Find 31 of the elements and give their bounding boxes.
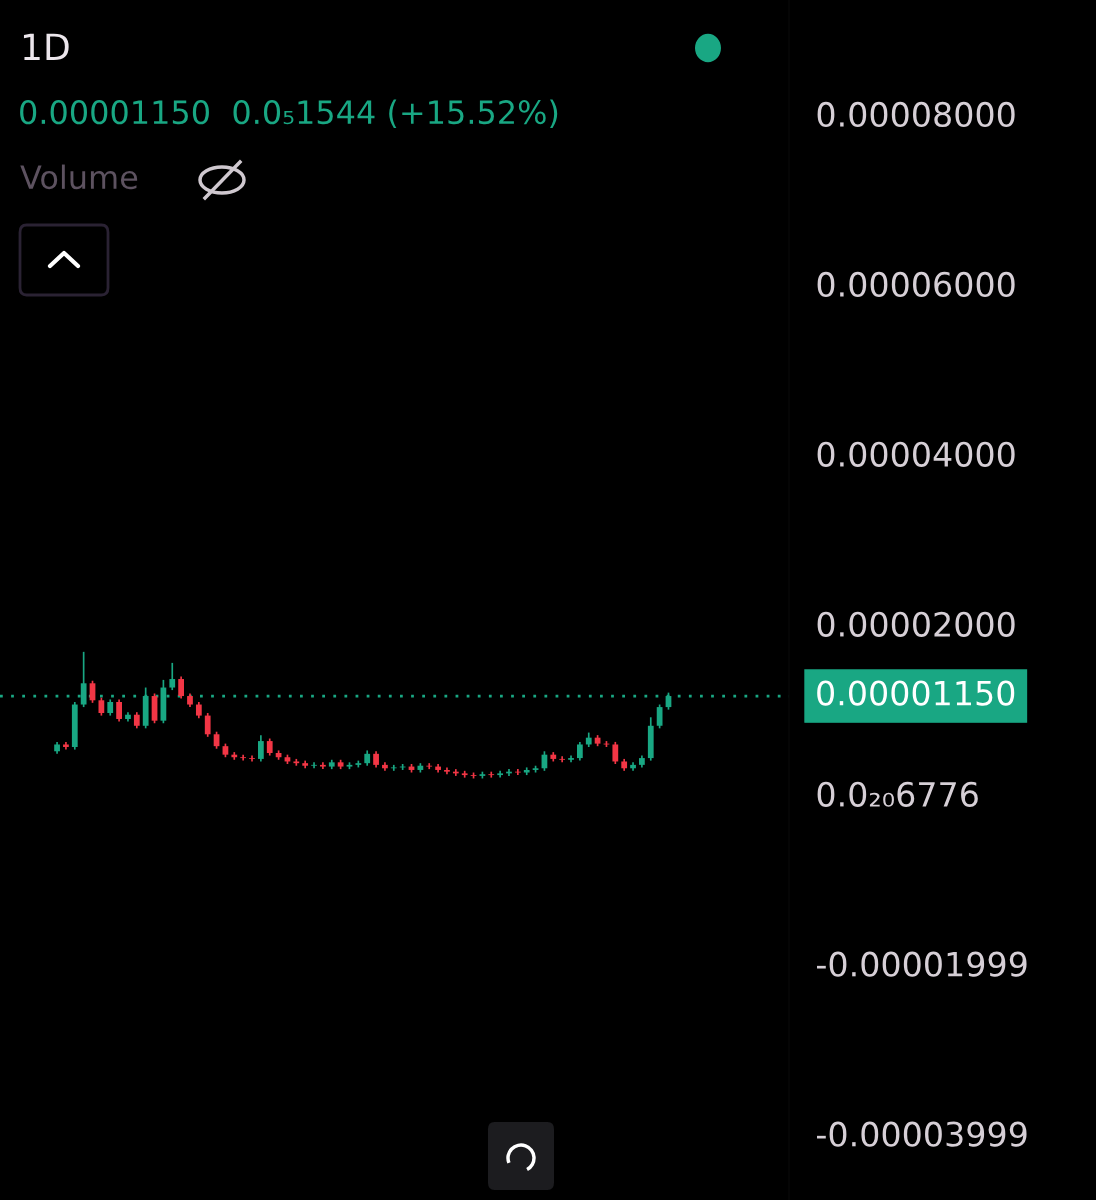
y-tick-label: -0.00003999 (817, 1121, 1027, 1147)
candlestick (204, 712, 211, 738)
candlestick (461, 769, 468, 779)
candlestick (577, 741, 583, 762)
y-tick-label: 0.00004000 (817, 441, 1015, 467)
candlestick (320, 761, 326, 770)
candlestick (169, 662, 176, 691)
y-tick-label: 0.00008000 (817, 101, 1015, 128)
candlestick (390, 764, 397, 772)
annotation: 0.00001150 0.0₅1544 (+15.52%) (20, 99, 558, 129)
candlestick (240, 753, 247, 762)
candlestick (444, 766, 450, 776)
candlestick (488, 770, 495, 779)
annotation: Volume (20, 164, 138, 190)
y-tick-label: 0.00006000 (817, 271, 1015, 297)
text: 1D (23, 33, 69, 60)
y-tick-label: -0.00001999 (817, 951, 1027, 977)
candlestick (656, 703, 663, 730)
candlestick (497, 769, 504, 779)
y-tick-label: 0.0₂₀6776 (817, 781, 978, 807)
candlestick (426, 762, 433, 770)
candlestick (559, 755, 566, 764)
candlestick (178, 675, 184, 700)
ref-line-label: 0.00001150 (817, 680, 1015, 706)
candlestick (257, 734, 264, 763)
candlestick (514, 768, 521, 776)
candlestick (612, 741, 619, 765)
candlestick (293, 758, 300, 767)
candlestick (116, 698, 122, 723)
candlestick (311, 761, 317, 770)
y-tick-label: 0.00002000 (817, 611, 1015, 637)
